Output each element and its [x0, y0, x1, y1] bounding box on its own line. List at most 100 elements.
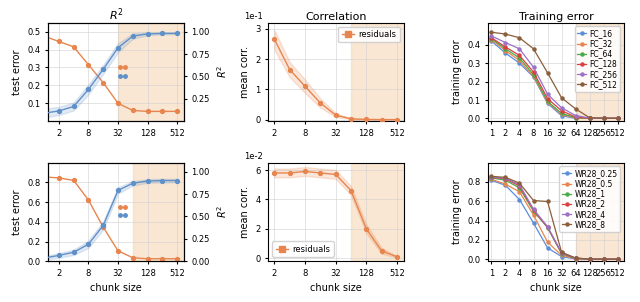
- WR28_0.5: [557, 253, 565, 257]
- Text: error: error: [0, 301, 1, 302]
- FC_64: [600, 117, 607, 120]
- Line: FC_512: FC_512: [490, 31, 619, 120]
- Title: $R^2$: $R^2$: [109, 6, 124, 23]
- Y-axis label: mean corr.: mean corr.: [239, 46, 250, 98]
- WR28_0.5: [586, 257, 593, 261]
- WR28_4: [516, 183, 524, 187]
- WR28_2: [502, 177, 509, 181]
- FC_256: [600, 117, 607, 120]
- FC_16: [544, 101, 552, 105]
- FC_16: [572, 117, 579, 120]
- FC_128: [572, 115, 579, 119]
- X-axis label: chunk size: chunk size: [530, 283, 582, 294]
- FC_64: [544, 100, 552, 103]
- WR28_2: [488, 175, 495, 179]
- WR28_8: [614, 257, 621, 261]
- Line: FC_32: FC_32: [490, 38, 619, 120]
- WR28_2: [544, 225, 552, 229]
- FC_128: [502, 45, 509, 49]
- FC_256: [516, 47, 524, 51]
- WR28_4: [557, 251, 565, 255]
- FC_32: [614, 117, 621, 120]
- FC_32: [572, 116, 579, 120]
- FC_64: [502, 47, 509, 51]
- FC_64: [557, 111, 565, 115]
- FC_16: [516, 61, 524, 65]
- Y-axis label: $R^2$: $R^2$: [216, 205, 229, 218]
- WR28_0.5: [600, 257, 607, 261]
- Line: FC_64: FC_64: [490, 37, 619, 120]
- Line: WR28_1: WR28_1: [490, 176, 619, 261]
- WR28_1: [516, 186, 524, 190]
- FC_256: [557, 106, 565, 110]
- WR28_1: [586, 257, 593, 261]
- FC_32: [586, 117, 593, 120]
- WR28_4: [614, 257, 621, 261]
- FC_16: [530, 75, 538, 79]
- FC_64: [586, 117, 593, 120]
- Legend: FC_16, FC_32, FC_64, FC_128, FC_256, FC_512: FC_16, FC_32, FC_64, FC_128, FC_256, FC_…: [575, 27, 620, 92]
- FC_512: [614, 117, 621, 120]
- WR28_0.25: [600, 257, 607, 261]
- FC_128: [530, 70, 538, 74]
- FC_128: [614, 117, 621, 120]
- FC_128: [600, 117, 607, 120]
- WR28_4: [488, 175, 495, 179]
- FC_16: [614, 117, 621, 120]
- FC_512: [516, 36, 524, 40]
- FC_16: [502, 51, 509, 55]
- Text: error: error: [0, 301, 1, 302]
- WR28_0.5: [572, 257, 579, 260]
- FC_256: [572, 114, 579, 117]
- Line: WR28_8: WR28_8: [490, 175, 619, 261]
- WR28_2: [557, 251, 565, 255]
- FC_64: [572, 116, 579, 120]
- FC_128: [557, 109, 565, 113]
- FC_64: [614, 117, 621, 120]
- FC_32: [516, 59, 524, 62]
- WR28_1: [572, 257, 579, 260]
- Text: 1e-1: 1e-1: [244, 12, 262, 21]
- WR28_8: [516, 181, 524, 185]
- FC_32: [488, 38, 495, 41]
- WR28_2: [600, 257, 607, 261]
- WR28_4: [530, 207, 538, 211]
- WR28_0.5: [544, 240, 552, 244]
- FC_512: [572, 107, 579, 111]
- Y-axis label: test error: test error: [12, 49, 22, 95]
- Line: WR28_2: WR28_2: [490, 176, 619, 261]
- FC_256: [586, 116, 593, 120]
- Line: WR28_0.5: WR28_0.5: [490, 178, 619, 261]
- FC_256: [544, 92, 552, 96]
- FC_32: [530, 75, 538, 78]
- Title: Training error: Training error: [518, 12, 593, 22]
- WR28_0.5: [516, 190, 524, 194]
- FC_128: [488, 36, 495, 40]
- X-axis label: chunk size: chunk size: [310, 283, 362, 294]
- WR28_8: [572, 256, 579, 260]
- FC_64: [516, 56, 524, 60]
- Y-axis label: training error: training error: [452, 40, 461, 104]
- FC_64: [488, 37, 495, 40]
- WR28_8: [502, 175, 509, 179]
- FC_32: [502, 49, 509, 53]
- WR28_0.25: [516, 198, 524, 201]
- FC_128: [544, 97, 552, 100]
- WR28_0.5: [530, 213, 538, 217]
- WR28_0.5: [614, 257, 621, 261]
- FC_128: [586, 117, 593, 120]
- Y-axis label: mean corr.: mean corr.: [239, 186, 250, 238]
- FC_32: [600, 117, 607, 120]
- Legend: residuals: residuals: [339, 27, 400, 43]
- FC_512: [488, 31, 495, 34]
- WR28_0.25: [614, 257, 621, 261]
- FC_256: [530, 66, 538, 69]
- WR28_0.25: [586, 257, 593, 261]
- Line: FC_128: FC_128: [490, 36, 619, 120]
- WR28_4: [586, 257, 593, 261]
- FC_16: [557, 114, 565, 117]
- WR28_1: [614, 257, 621, 261]
- WR28_0.5: [488, 178, 495, 181]
- WR28_8: [557, 250, 565, 254]
- Y-axis label: training error: training error: [452, 180, 461, 244]
